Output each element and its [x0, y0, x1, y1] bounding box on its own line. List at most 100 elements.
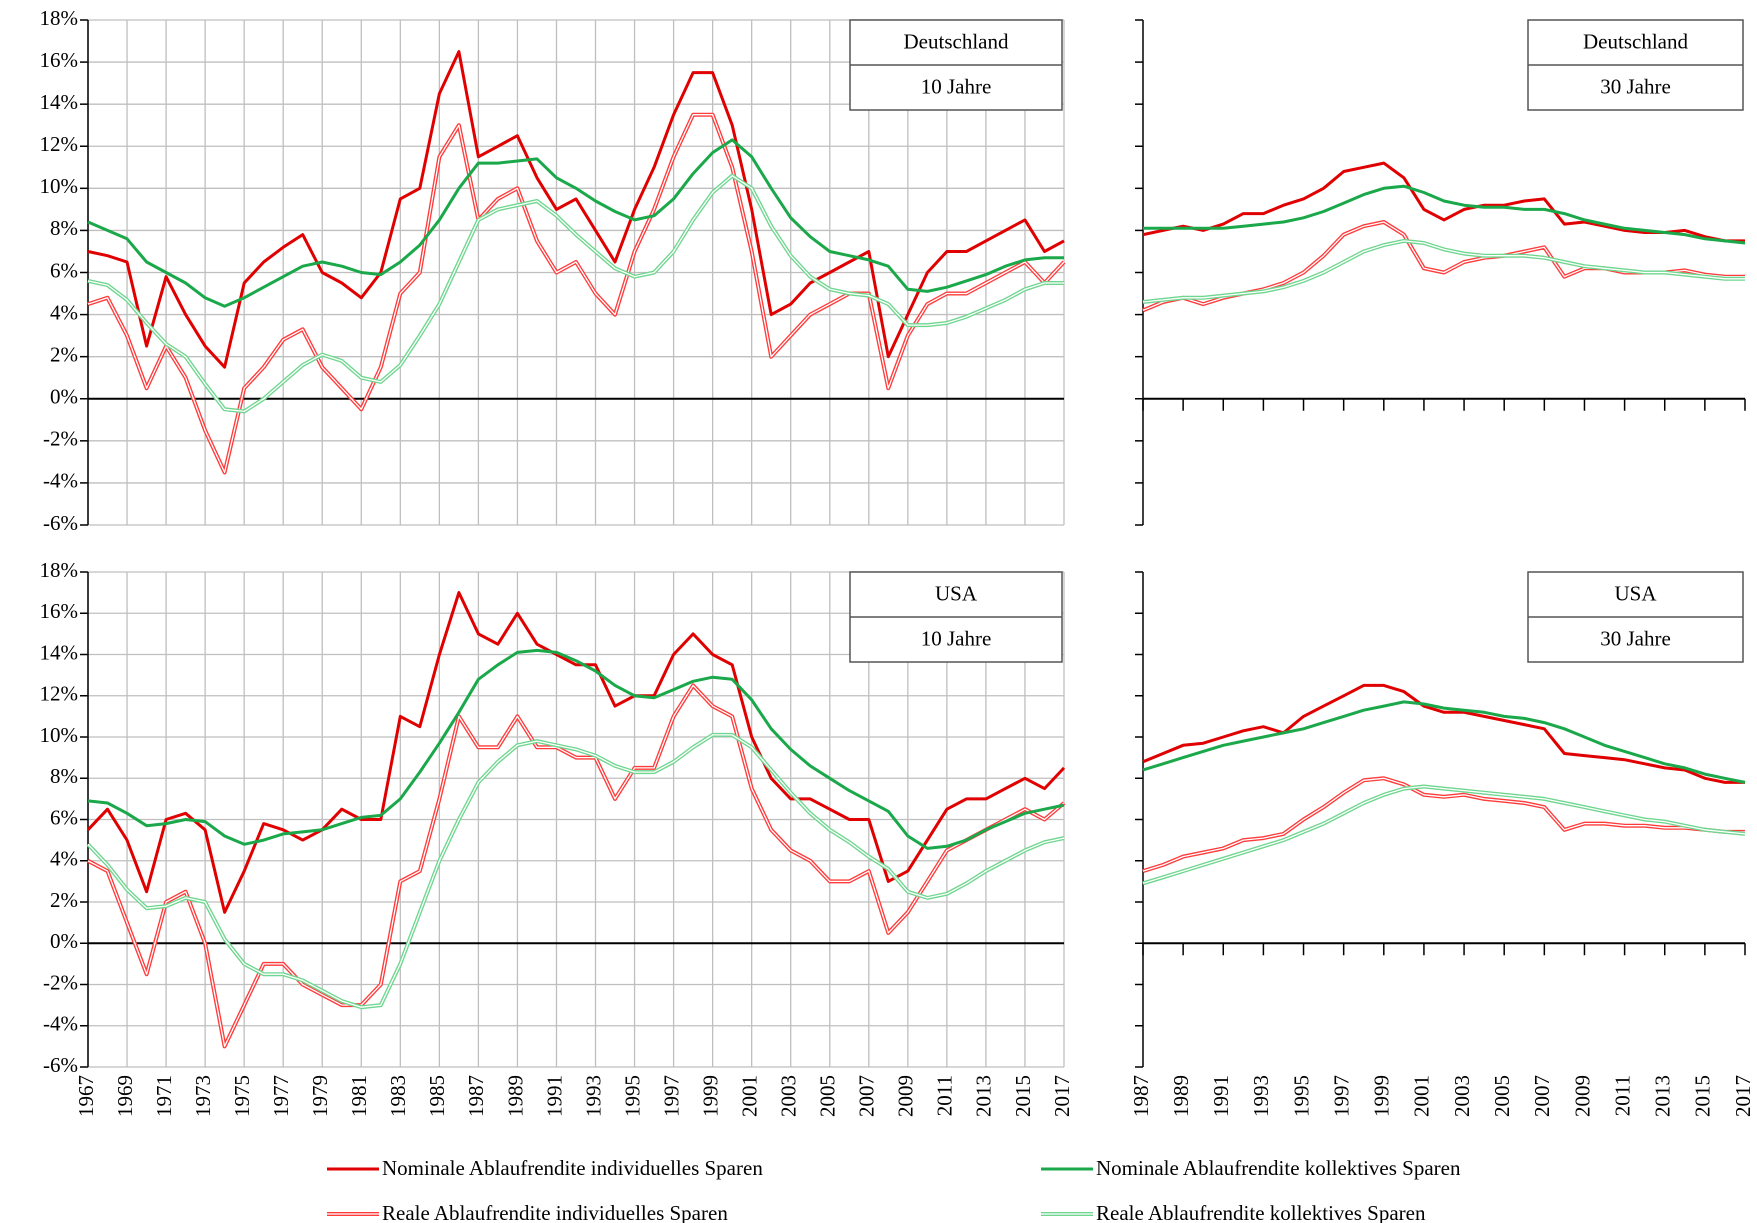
series-line — [1142, 161, 1745, 243]
x-tick-label: 1989 — [1169, 1075, 1193, 1117]
y-tick-label: 6% — [50, 805, 78, 829]
series-line — [1142, 220, 1745, 313]
series-line — [1142, 784, 1746, 886]
series-line — [87, 683, 1066, 1049]
x-tick-label: 1981 — [347, 1075, 371, 1117]
series-line-inner — [87, 734, 1065, 1008]
series-line — [1142, 700, 1746, 784]
y-tick-label: -4% — [43, 469, 78, 493]
x-tick-label: 1975 — [230, 1075, 254, 1117]
annotation: 30 Jahre — [1600, 74, 1671, 98]
legend-label: Reale Ablaufrendite kollektives Sparen — [1096, 1201, 1426, 1223]
x-tick-label: 1971 — [152, 1075, 176, 1117]
x-tick-label: 2007 — [855, 1075, 879, 1117]
series-line — [87, 648, 1065, 850]
x-tick-label: 1979 — [308, 1075, 332, 1117]
x-tick-label: 1997 — [1329, 1075, 1353, 1117]
x-tick-label: 2015 — [1011, 1075, 1035, 1117]
legend-label: Nominale Ablaufrendite kollektives Spare… — [1096, 1156, 1461, 1180]
y-tick-label: -2% — [43, 970, 78, 994]
series-line-inner — [87, 114, 1065, 474]
y-tick-label: 10% — [40, 174, 79, 198]
x-tick-label: 1999 — [1370, 1075, 1394, 1117]
series-line — [86, 732, 1065, 1010]
annotation: 10 Jahre — [921, 626, 992, 650]
y-tick-label: 8% — [50, 764, 78, 788]
y-tick-label: 2% — [50, 888, 78, 912]
series-line-inner — [1142, 240, 1745, 303]
y-tick-label: 18% — [40, 6, 79, 30]
y-tick-label: 16% — [40, 48, 79, 72]
x-tick-label: 1995 — [1289, 1075, 1313, 1117]
series-line-inner — [1142, 785, 1746, 885]
series-line-inner — [87, 684, 1065, 1048]
y-tick-label: -4% — [43, 1012, 78, 1036]
series-line-inner — [87, 175, 1064, 413]
x-tick-label: 2003 — [777, 1075, 801, 1117]
legend-label: Nominale Ablaufrendite individuelles Spa… — [382, 1156, 763, 1180]
y-tick-label: 14% — [40, 640, 79, 664]
x-tick-label: 2011 — [933, 1075, 957, 1116]
x-tick-label: 2011 — [1610, 1075, 1634, 1116]
x-tick-label: 1993 — [581, 1075, 605, 1117]
x-tick-label: 2001 — [1410, 1075, 1434, 1117]
series-line — [87, 138, 1064, 308]
annotation: USA — [935, 581, 978, 605]
y-tick-label: 16% — [40, 599, 79, 623]
x-tick-label: 1993 — [1249, 1075, 1273, 1117]
x-tick-label: 1985 — [425, 1075, 449, 1117]
annotation: Deutschland — [1583, 29, 1688, 53]
x-tick-label: 1991 — [542, 1075, 566, 1117]
y-tick-label: 14% — [40, 90, 79, 114]
annotation: Deutschland — [904, 29, 1009, 53]
y-tick-label: 12% — [40, 682, 79, 706]
y-tick-label: -6% — [43, 511, 78, 535]
y-tick-label: 4% — [50, 847, 78, 871]
x-tick-label: 1969 — [113, 1075, 137, 1117]
series-line — [87, 50, 1065, 369]
x-tick-label: 2001 — [737, 1075, 761, 1117]
y-tick-label: 18% — [40, 558, 79, 582]
y-tick-label: 10% — [40, 723, 79, 747]
y-tick-label: -6% — [43, 1053, 78, 1077]
x-tick-label: 2007 — [1530, 1075, 1554, 1117]
y-tick-label: -2% — [43, 427, 78, 451]
annotation: USA — [1614, 581, 1657, 605]
y-tick-label: 8% — [50, 216, 78, 240]
x-tick-label: 2013 — [1651, 1075, 1675, 1117]
x-tick-label: 2009 — [894, 1075, 918, 1117]
x-tick-label: 1967 — [74, 1075, 98, 1117]
y-tick-label: 4% — [50, 300, 78, 324]
x-tick-label: 1983 — [386, 1075, 410, 1117]
series-line-inner — [1142, 777, 1745, 872]
x-tick-label: 2005 — [1490, 1075, 1514, 1117]
x-tick-label: 2009 — [1570, 1075, 1594, 1117]
x-tick-label: 1989 — [503, 1075, 527, 1117]
legend-label: Reale Ablaufrendite individuelles Sparen — [382, 1201, 728, 1223]
x-tick-label: 2017 — [1050, 1075, 1074, 1117]
annotation: 30 Jahre — [1600, 626, 1671, 650]
annotation: 10 Jahre — [921, 74, 992, 98]
x-tick-label: 1999 — [698, 1075, 722, 1117]
y-tick-label: 0% — [50, 929, 78, 953]
x-tick-label: 1995 — [620, 1075, 644, 1117]
y-tick-label: 12% — [40, 132, 79, 156]
y-tick-label: 6% — [50, 258, 78, 282]
series-line — [86, 591, 1066, 914]
x-tick-label: 1987 — [464, 1075, 488, 1117]
series-line — [1143, 184, 1746, 245]
x-tick-label: 1991 — [1209, 1075, 1233, 1117]
x-tick-label: 1997 — [659, 1075, 683, 1117]
series-line — [1142, 683, 1745, 784]
y-tick-label: 2% — [50, 342, 78, 366]
x-tick-label: 2017 — [1731, 1075, 1755, 1117]
x-tick-label: 1973 — [191, 1075, 215, 1117]
x-tick-label: 2015 — [1691, 1075, 1715, 1117]
x-tick-label: 2005 — [816, 1075, 840, 1117]
x-tick-label: 1977 — [269, 1075, 293, 1117]
x-tick-label: 2003 — [1450, 1075, 1474, 1117]
y-tick-label: 0% — [50, 385, 78, 409]
x-tick-label: 1987 — [1129, 1075, 1153, 1117]
x-tick-label: 2013 — [972, 1075, 996, 1117]
